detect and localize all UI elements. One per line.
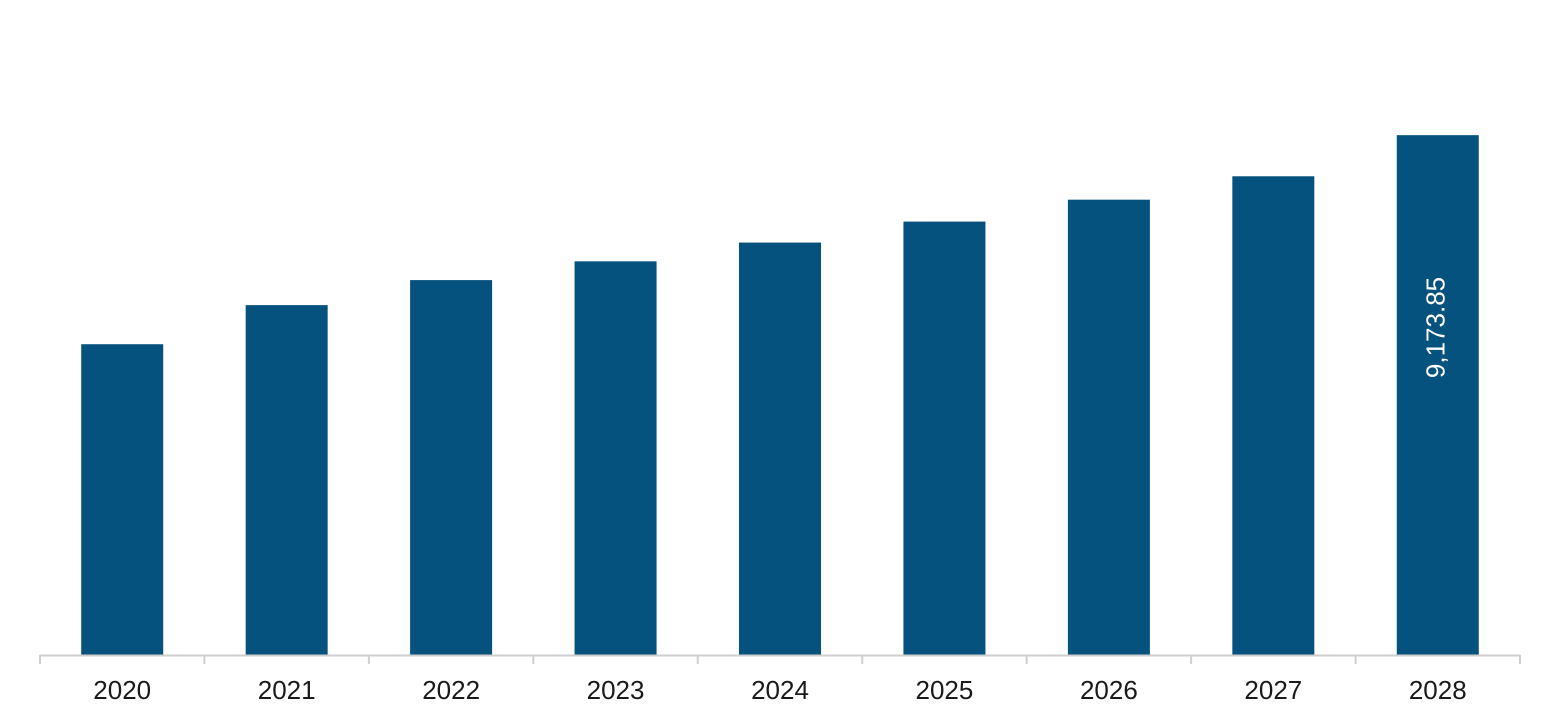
x-tick-label-2026: 2026 bbox=[1080, 675, 1138, 705]
x-tick-label-2023: 2023 bbox=[587, 675, 645, 705]
x-tick-label-2027: 2027 bbox=[1244, 675, 1302, 705]
bar-2020 bbox=[81, 344, 164, 655]
data-label-2028: 9,173.85 bbox=[1421, 277, 1451, 378]
x-tick-label-2028: 2028 bbox=[1409, 675, 1467, 705]
bars-group bbox=[81, 135, 1479, 655]
bar-2026 bbox=[1067, 199, 1150, 655]
bar-2028 bbox=[1396, 135, 1479, 655]
x-tick-label-2022: 2022 bbox=[422, 675, 480, 705]
x-axis-tick-labels-group: 2020 2021 2022 2023 2024 2025 2026 2027 2028 bbox=[93, 675, 1466, 705]
x-tick-label-2025: 2025 bbox=[916, 675, 974, 705]
x-tick-label-2020: 2020 bbox=[93, 675, 151, 705]
bar-2025 bbox=[903, 221, 986, 655]
bar-2023 bbox=[574, 261, 657, 655]
bar-2024 bbox=[739, 242, 821, 655]
x-tick-label-2024: 2024 bbox=[751, 675, 809, 705]
bar-2027 bbox=[1232, 176, 1315, 655]
x-axis-ticks-group bbox=[39, 655, 1521, 664]
bar-2022 bbox=[410, 280, 493, 655]
x-tick-label-2021: 2021 bbox=[258, 675, 316, 705]
bar-2021 bbox=[245, 305, 328, 655]
data-labels-group: 9,173.85 bbox=[1421, 277, 1451, 378]
